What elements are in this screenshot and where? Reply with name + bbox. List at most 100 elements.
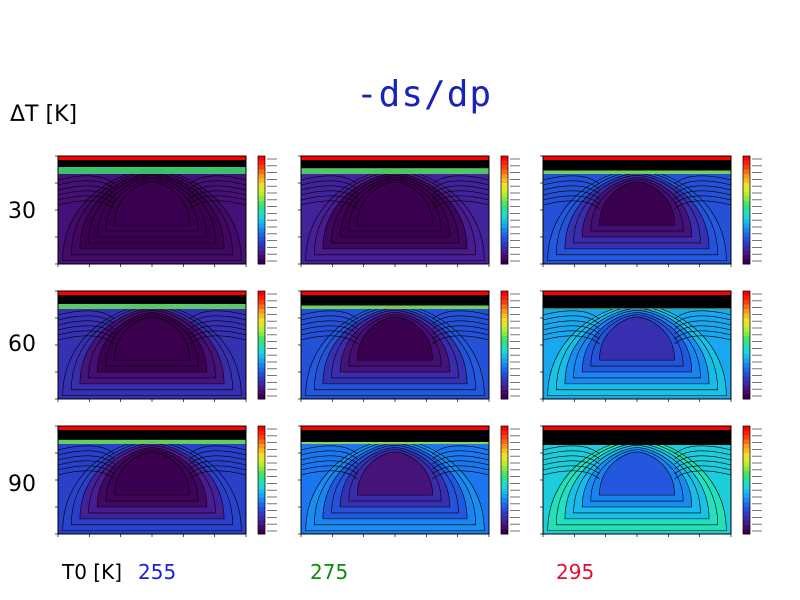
- colorbar-cell: [501, 376, 508, 382]
- colorbar-cell: [501, 480, 508, 485]
- colorbar-cell: [258, 466, 265, 472]
- colorbar-frame: [500, 290, 509, 400]
- colorbar-cell: [501, 439, 508, 445]
- top-red-band: [301, 426, 489, 430]
- colorbar-cell: [258, 381, 265, 386]
- contour-band: [599, 451, 675, 496]
- column-axis-label: T0 [K]: [62, 560, 123, 584]
- colorbar-cell: [743, 466, 750, 472]
- colorbar-cell: [501, 511, 508, 517]
- colorbar-cell: [743, 309, 750, 314]
- contour-line: [542, 310, 732, 320]
- upper-gradient-band: [301, 164, 489, 174]
- top-red-band: [543, 156, 731, 160]
- contour-line: [300, 310, 490, 320]
- contour-plot: [540, 425, 762, 537]
- colorbar-cell: [501, 174, 508, 179]
- colorbar-cell: [743, 390, 750, 395]
- row-label-90: 90: [8, 472, 36, 497]
- colorbar-cell: [258, 336, 265, 341]
- contour-line: [542, 320, 732, 330]
- contour-line: [542, 195, 732, 205]
- contour-line: [300, 180, 490, 190]
- colorbar-cell: [501, 192, 508, 197]
- contour-line: [57, 465, 247, 475]
- colorbar-cell: [743, 241, 750, 247]
- colorbar-cell: [743, 444, 750, 449]
- contour-line: [542, 330, 732, 340]
- contour-line: [542, 190, 732, 200]
- colorbar-cell: [743, 520, 750, 526]
- colorbar-cell: [258, 507, 265, 512]
- colorbar-cell: [501, 309, 508, 314]
- colorbar-cell: [501, 498, 508, 503]
- contour-band: [599, 316, 675, 361]
- colorbar-cell: [501, 331, 508, 337]
- colorbar-cell: [743, 525, 750, 530]
- colorbar-cell: [743, 178, 750, 184]
- contour-line: [57, 325, 247, 335]
- colorbar-cell: [743, 160, 750, 166]
- upper-black-band: [58, 294, 246, 304]
- upper-black-band: [58, 159, 246, 167]
- contour-line: [542, 200, 732, 210]
- colorbar-cell: [501, 372, 508, 377]
- contour-line: [300, 330, 490, 340]
- colorbar-cell: [501, 327, 508, 332]
- contour-line: [57, 450, 247, 460]
- colorbar-cell: [258, 228, 265, 233]
- colorbar-cell: [258, 457, 265, 463]
- top-red-band: [543, 426, 731, 430]
- colorbar-cell: [501, 237, 508, 242]
- colorbar-cell: [501, 210, 508, 215]
- colorbar-cell: [501, 457, 508, 463]
- colorbar-cell: [743, 259, 750, 265]
- colorbar-cell: [501, 300, 508, 305]
- colorbar-frame: [500, 155, 509, 265]
- contour-band: [114, 316, 190, 361]
- colorbar-cell: [743, 214, 750, 220]
- contour-band: [114, 181, 190, 226]
- contour-line: [300, 315, 490, 325]
- colorbar-cell: [501, 525, 508, 530]
- colorbar-cell: [258, 511, 265, 517]
- colorbar-cell: [258, 322, 265, 328]
- colorbar-cell: [258, 313, 265, 319]
- colorbar-cell: [501, 295, 508, 301]
- colorbar-cell: [258, 471, 265, 476]
- chart-title: -ds/dp: [356, 74, 493, 115]
- contour-band: [357, 316, 433, 361]
- contour-line: [57, 310, 247, 320]
- colorbar-cell: [258, 475, 265, 481]
- colorbar-cell: [258, 210, 265, 215]
- contour-plot: [298, 290, 520, 402]
- top-red-band: [543, 291, 731, 295]
- colorbar-cell: [743, 219, 750, 224]
- colorbar-cell: [258, 394, 265, 400]
- contour-line: [57, 470, 247, 480]
- colorbar-cell: [258, 430, 265, 436]
- colorbar-cell: [743, 192, 750, 197]
- upper-black-band: [301, 429, 489, 442]
- contour-line: [300, 195, 490, 205]
- colorbar-cell: [501, 219, 508, 224]
- colorbar-cell: [501, 232, 508, 238]
- colorbar-cell: [258, 250, 265, 256]
- colorbar-cell: [501, 363, 508, 368]
- colorbar-cell: [743, 291, 750, 296]
- colorbar-cell: [743, 516, 750, 521]
- contour-line: [542, 450, 732, 460]
- contour-line: [57, 200, 247, 210]
- colorbar-cell: [258, 354, 265, 359]
- colorbar-cell: [743, 376, 750, 382]
- colorbar-cell: [501, 304, 508, 310]
- colorbar-cell: [501, 340, 508, 346]
- colorbar-cell: [743, 313, 750, 319]
- contour-line: [57, 455, 247, 465]
- contour-line: [542, 185, 732, 195]
- colorbar-cell: [743, 345, 750, 350]
- colorbar-cell: [501, 484, 508, 490]
- contour-line: [57, 460, 247, 470]
- contour-line: [300, 200, 490, 210]
- colorbar-cell: [258, 372, 265, 377]
